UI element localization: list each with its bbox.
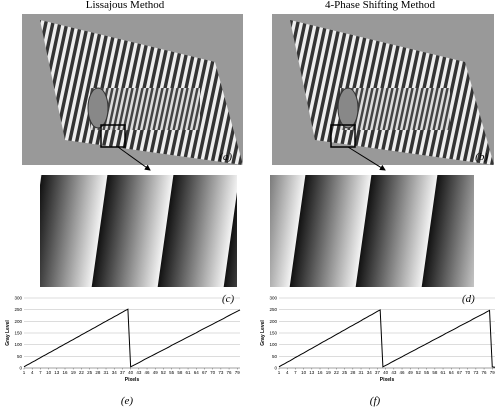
x-axis-label: Pixels [125, 377, 140, 383]
x-axis-label: Pixels [380, 377, 395, 383]
x-tick-label: 37 [120, 370, 126, 375]
data-line [23, 308, 241, 368]
y-tick-label: 150 [14, 331, 22, 336]
x-tick-label: 19 [71, 370, 77, 375]
x-tick-label: 40 [128, 370, 134, 375]
x-tick-label: 64 [194, 370, 200, 375]
x-tick-label: 16 [318, 370, 324, 375]
panel-label: (b) [475, 151, 488, 163]
y-tick-label: 50 [272, 354, 278, 359]
x-tick-label: 4 [31, 370, 34, 375]
x-tick-label: 61 [186, 370, 192, 375]
x-tick-label: 1 [278, 370, 281, 375]
x-tick-label: 70 [465, 370, 471, 375]
y-tick-label: 200 [269, 319, 277, 324]
x-tick-label: 67 [202, 370, 208, 375]
x-tick-label: 55 [169, 370, 175, 375]
x-tick-label: 76 [482, 370, 488, 375]
panel-title: Lissajous Method [86, 0, 165, 11]
x-tick-label: 28 [350, 370, 356, 375]
x-tick-label: 73 [473, 370, 479, 375]
x-tick-label: 55 [424, 370, 430, 375]
x-tick-label: 16 [63, 370, 69, 375]
x-tick-label: 46 [400, 370, 406, 375]
x-tick-label: 64 [449, 370, 455, 375]
x-tick-label: 58 [177, 370, 183, 375]
panel-label: (a) [219, 151, 232, 163]
x-tick-label: 79 [490, 370, 496, 375]
x-tick-label: 49 [408, 370, 414, 375]
data-line [278, 309, 496, 368]
x-tick-label: 19 [326, 370, 332, 375]
x-tick-label: 67 [457, 370, 463, 375]
x-tick-label: 34 [112, 370, 118, 375]
x-tick-label: 43 [136, 370, 142, 375]
x-tick-label: 52 [416, 370, 422, 375]
y-axis-label: Gray Level [260, 320, 266, 346]
panel-label: (e) [121, 395, 134, 407]
y-tick-label: 150 [269, 331, 277, 336]
x-tick-label: 28 [95, 370, 101, 375]
x-tick-label: 7 [294, 370, 297, 375]
x-tick-label: 43 [391, 370, 397, 375]
panel-title: 4-Phase Shifting Method [325, 0, 435, 11]
panel-label: (f) [370, 395, 381, 407]
panel-label: (d) [462, 293, 475, 305]
x-tick-label: 79 [235, 370, 241, 375]
x-tick-label: 7 [39, 370, 42, 375]
x-tick-label: 52 [161, 370, 167, 375]
y-tick-label: 100 [269, 342, 277, 347]
x-tick-label: 31 [104, 370, 110, 375]
y-tick-label: 0 [19, 366, 22, 371]
fringe-image [22, 14, 243, 171]
fringe-image [272, 14, 494, 171]
phase-image [40, 175, 237, 287]
y-axis-label: Gray Level [5, 320, 11, 346]
x-tick-label: 37 [375, 370, 381, 375]
x-tick-label: 76 [227, 370, 233, 375]
x-tick-label: 13 [309, 370, 315, 375]
x-tick-label: 22 [334, 370, 340, 375]
x-tick-label: 58 [432, 370, 438, 375]
y-tick-label: 300 [14, 296, 22, 301]
panel-label: (c) [222, 293, 235, 305]
y-tick-label: 0 [274, 366, 277, 371]
phase-image [270, 175, 474, 287]
x-tick-label: 4 [286, 370, 289, 375]
x-tick-label: 34 [367, 370, 373, 375]
x-tick-label: 40 [383, 370, 389, 375]
x-tick-label: 73 [218, 370, 224, 375]
y-tick-label: 250 [14, 307, 22, 312]
y-tick-label: 100 [14, 342, 22, 347]
x-tick-label: 22 [79, 370, 85, 375]
y-tick-label: 250 [269, 307, 277, 312]
y-tick-label: 200 [14, 319, 22, 324]
y-tick-label: 50 [17, 354, 23, 359]
x-tick-label: 70 [210, 370, 216, 375]
x-tick-label: 31 [359, 370, 365, 375]
x-tick-label: 46 [145, 370, 151, 375]
x-tick-label: 49 [153, 370, 159, 375]
x-tick-label: 1 [23, 370, 26, 375]
x-tick-label: 13 [54, 370, 60, 375]
y-tick-label: 300 [269, 296, 277, 301]
x-tick-label: 10 [301, 370, 307, 375]
x-tick-label: 61 [441, 370, 447, 375]
x-tick-label: 10 [46, 370, 52, 375]
x-tick-label: 25 [87, 370, 93, 375]
x-tick-label: 25 [342, 370, 348, 375]
